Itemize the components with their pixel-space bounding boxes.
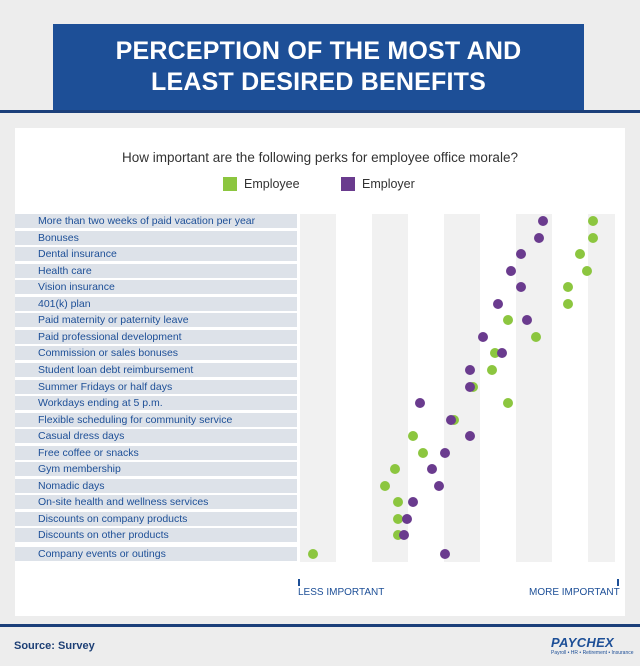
category-label: Commission or sales bonuses (15, 346, 297, 361)
page-title: PERCEPTION OF THE MOST AND LEAST DESIRED… (53, 24, 584, 110)
category-label: Student loan debt reimbursement (15, 362, 297, 377)
category-label: Vision insurance (15, 280, 297, 295)
data-point-employee (562, 298, 573, 309)
data-point-employer (537, 216, 548, 226)
category-label: Health care (15, 263, 297, 278)
category-label: Paid maternity or paternity leave (15, 313, 297, 328)
header-divider (0, 110, 640, 113)
data-point-employer (439, 447, 450, 458)
data-point-employee (490, 348, 501, 359)
data-point-employee (502, 398, 513, 409)
legend-label-employee: Employee (244, 177, 300, 191)
data-point-employee (307, 549, 318, 559)
category-label: Discounts on company products (15, 511, 297, 526)
title-line-1: PERCEPTION OF THE MOST AND (115, 37, 522, 65)
data-point-employee (581, 265, 592, 276)
category-label: Workdays ending at 5 p.m. (15, 396, 297, 411)
data-point-employer (433, 480, 444, 491)
plot-band (588, 214, 615, 562)
data-point-employee (392, 530, 403, 541)
category-label: Free coffee or snacks (15, 445, 297, 460)
data-point-employee (575, 249, 586, 260)
category-label: Paid professional development (15, 329, 297, 344)
data-point-employer (493, 298, 504, 309)
data-point-employee (531, 331, 542, 342)
axis-label-less: LESS IMPORTANT (298, 587, 385, 598)
data-point-employer (534, 232, 545, 243)
category-label: Bonuses (15, 230, 297, 245)
data-point-employer (515, 282, 526, 293)
data-point-employer (427, 464, 438, 475)
category-label: 401(k) plan (15, 296, 297, 311)
category-label: More than two weeks of paid vacation per… (15, 214, 297, 228)
data-point-employee (389, 464, 400, 475)
data-point-employer (521, 315, 532, 326)
data-point-employer (446, 414, 457, 425)
data-point-employee (380, 480, 391, 491)
legend-swatch-employee (223, 177, 237, 191)
plot-band (300, 214, 336, 562)
category-label: Gym membership (15, 462, 297, 477)
legend-label-employer: Employer (362, 177, 415, 191)
data-point-employer (496, 348, 507, 359)
data-point-employee (417, 447, 428, 458)
data-point-employee (562, 282, 573, 293)
chart-title: How important are the following perks fo… (122, 150, 518, 165)
plot-band (516, 214, 552, 562)
title-line-2: LEAST DESIRED BENEFITS (151, 68, 486, 96)
data-point-employee (392, 513, 403, 524)
category-label: On-site health and wellness services (15, 495, 297, 510)
data-point-employee (587, 232, 598, 243)
category-label: Nomadic days (15, 478, 297, 493)
data-point-employer (414, 398, 425, 409)
data-point-employee (502, 315, 513, 326)
data-point-employer (398, 530, 409, 541)
legend: Employee Employer (0, 177, 640, 195)
category-label: Dental insurance (15, 247, 297, 262)
source-note: Source: Survey (14, 640, 95, 652)
paychex-logo: PAYCHEX (551, 635, 615, 650)
data-point-employee (587, 216, 598, 226)
data-point-employer (465, 381, 476, 392)
category-label: Company events or outings (15, 547, 297, 561)
legend-swatch-employer (341, 177, 355, 191)
axis-label-more: MORE IMPORTANT (529, 587, 620, 598)
data-point-employer (402, 513, 413, 524)
data-point-employee (408, 431, 419, 442)
data-point-employee (392, 497, 403, 508)
plot-band (372, 214, 408, 562)
logo-tagline: Payroll • HR • Retirement • Insurance (551, 650, 634, 656)
category-label: Discounts on other products (15, 528, 297, 543)
data-point-employer (477, 331, 488, 342)
data-point-employer (506, 265, 517, 276)
data-point-employer (465, 431, 476, 442)
data-point-employer (439, 549, 450, 559)
category-label: Summer Fridays or half days (15, 379, 297, 394)
axis-tick-left (298, 579, 300, 586)
data-point-employer (465, 364, 476, 375)
footer-divider (0, 624, 640, 627)
axis-tick-right (617, 579, 619, 586)
data-point-employee (487, 364, 498, 375)
data-point-employer (408, 497, 419, 508)
category-label: Casual dress days (15, 429, 297, 444)
data-point-employer (515, 249, 526, 260)
category-label: Flexible scheduling for community servic… (15, 412, 297, 427)
